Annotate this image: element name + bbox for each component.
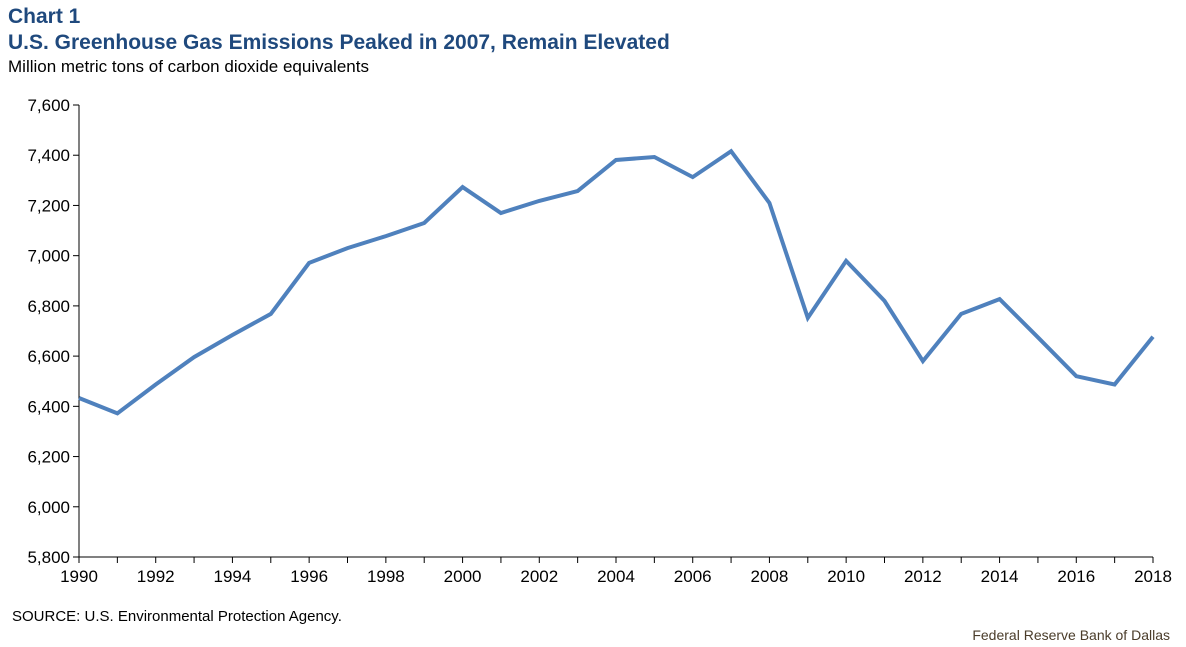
series-layer bbox=[77, 148, 1155, 416]
x-tick-label: 1990 bbox=[60, 567, 98, 586]
x-tick-label: 2002 bbox=[520, 567, 558, 586]
data-point-2001 bbox=[499, 211, 503, 215]
data-point-2017 bbox=[1113, 382, 1117, 386]
data-point-2011 bbox=[883, 299, 887, 303]
x-tick-label: 2016 bbox=[1057, 567, 1095, 586]
y-tick-label: 6,800 bbox=[27, 297, 70, 316]
data-point-2010 bbox=[844, 259, 848, 263]
series-line-emissions bbox=[78, 148, 1155, 416]
data-point-1996 bbox=[307, 261, 311, 265]
x-tick-label: 2014 bbox=[981, 567, 1019, 586]
data-point-2004 bbox=[614, 158, 618, 162]
y-tick-label: 6,600 bbox=[27, 347, 70, 366]
y-tick-label: 6,400 bbox=[27, 397, 70, 416]
chart-header: Chart 1 U.S. Greenhouse Gas Emissions Pe… bbox=[8, 4, 670, 78]
data-point-2008 bbox=[767, 201, 771, 205]
x-axis: 1990 1992 1994 1996 1998 2000 2002 2004 2006 2008… bbox=[60, 556, 1172, 586]
source-note: SOURCE: U.S. Environmental Protection Ag… bbox=[12, 608, 342, 625]
chart-unit-subtitle: Million metric tons of carbon dioxide eq… bbox=[8, 57, 369, 76]
y-tick-label: 7,200 bbox=[27, 196, 70, 215]
x-tick-label: 1996 bbox=[290, 567, 328, 586]
data-point-1999 bbox=[422, 221, 426, 225]
x-tick-label: 2000 bbox=[444, 567, 482, 586]
data-point-1995 bbox=[269, 312, 273, 316]
x-tick-label: 2004 bbox=[597, 567, 635, 586]
credit-line: Federal Reserve Bank of Dallas bbox=[972, 627, 1170, 643]
data-point-2016 bbox=[1074, 374, 1078, 378]
data-point-2009 bbox=[806, 316, 810, 320]
y-tick-label: 6,200 bbox=[27, 448, 70, 467]
data-point-2012 bbox=[921, 359, 925, 363]
y-tick-label: 7,600 bbox=[27, 96, 70, 115]
data-point-1994 bbox=[230, 333, 234, 337]
x-tick-label: 2008 bbox=[751, 567, 789, 586]
data-point-1997 bbox=[346, 246, 350, 250]
x-tick-label: 2018 bbox=[1134, 567, 1172, 586]
data-point-2003 bbox=[576, 189, 580, 193]
data-point-2007 bbox=[729, 149, 733, 153]
y-tick-label: 7,400 bbox=[27, 146, 70, 165]
y-tick-label: 7,000 bbox=[27, 247, 70, 266]
y-axis: 5,800 6,000 6,200 6,400 6,600 6,800 7,000 7,200… bbox=[27, 96, 80, 567]
data-point-1991 bbox=[115, 411, 119, 415]
data-point-2002 bbox=[537, 199, 541, 203]
data-point-2006 bbox=[691, 175, 695, 179]
data-point-2014 bbox=[998, 297, 1002, 301]
y-tick-label: 5,800 bbox=[27, 548, 70, 567]
data-point-1998 bbox=[384, 234, 388, 238]
x-tick-label: 1992 bbox=[137, 567, 175, 586]
data-point-1993 bbox=[192, 355, 196, 359]
data-point-1990 bbox=[77, 396, 81, 400]
x-tick-label: 1998 bbox=[367, 567, 405, 586]
x-tick-label: 1994 bbox=[214, 567, 252, 586]
data-point-2018 bbox=[1151, 335, 1155, 339]
x-tick-label: 2006 bbox=[674, 567, 712, 586]
chart-number-label: Chart 1 bbox=[8, 5, 81, 28]
data-point-2015 bbox=[1036, 335, 1040, 339]
y-tick-label: 6,000 bbox=[27, 498, 70, 517]
data-point-2000 bbox=[461, 185, 465, 189]
data-point-2005 bbox=[652, 155, 656, 159]
chart-title: U.S. Greenhouse Gas Emissions Peaked in … bbox=[8, 31, 670, 54]
data-point-2013 bbox=[959, 312, 963, 316]
data-point-1992 bbox=[154, 382, 158, 386]
x-tick-label: 2012 bbox=[904, 567, 942, 586]
x-tick-label: 2010 bbox=[827, 567, 865, 586]
